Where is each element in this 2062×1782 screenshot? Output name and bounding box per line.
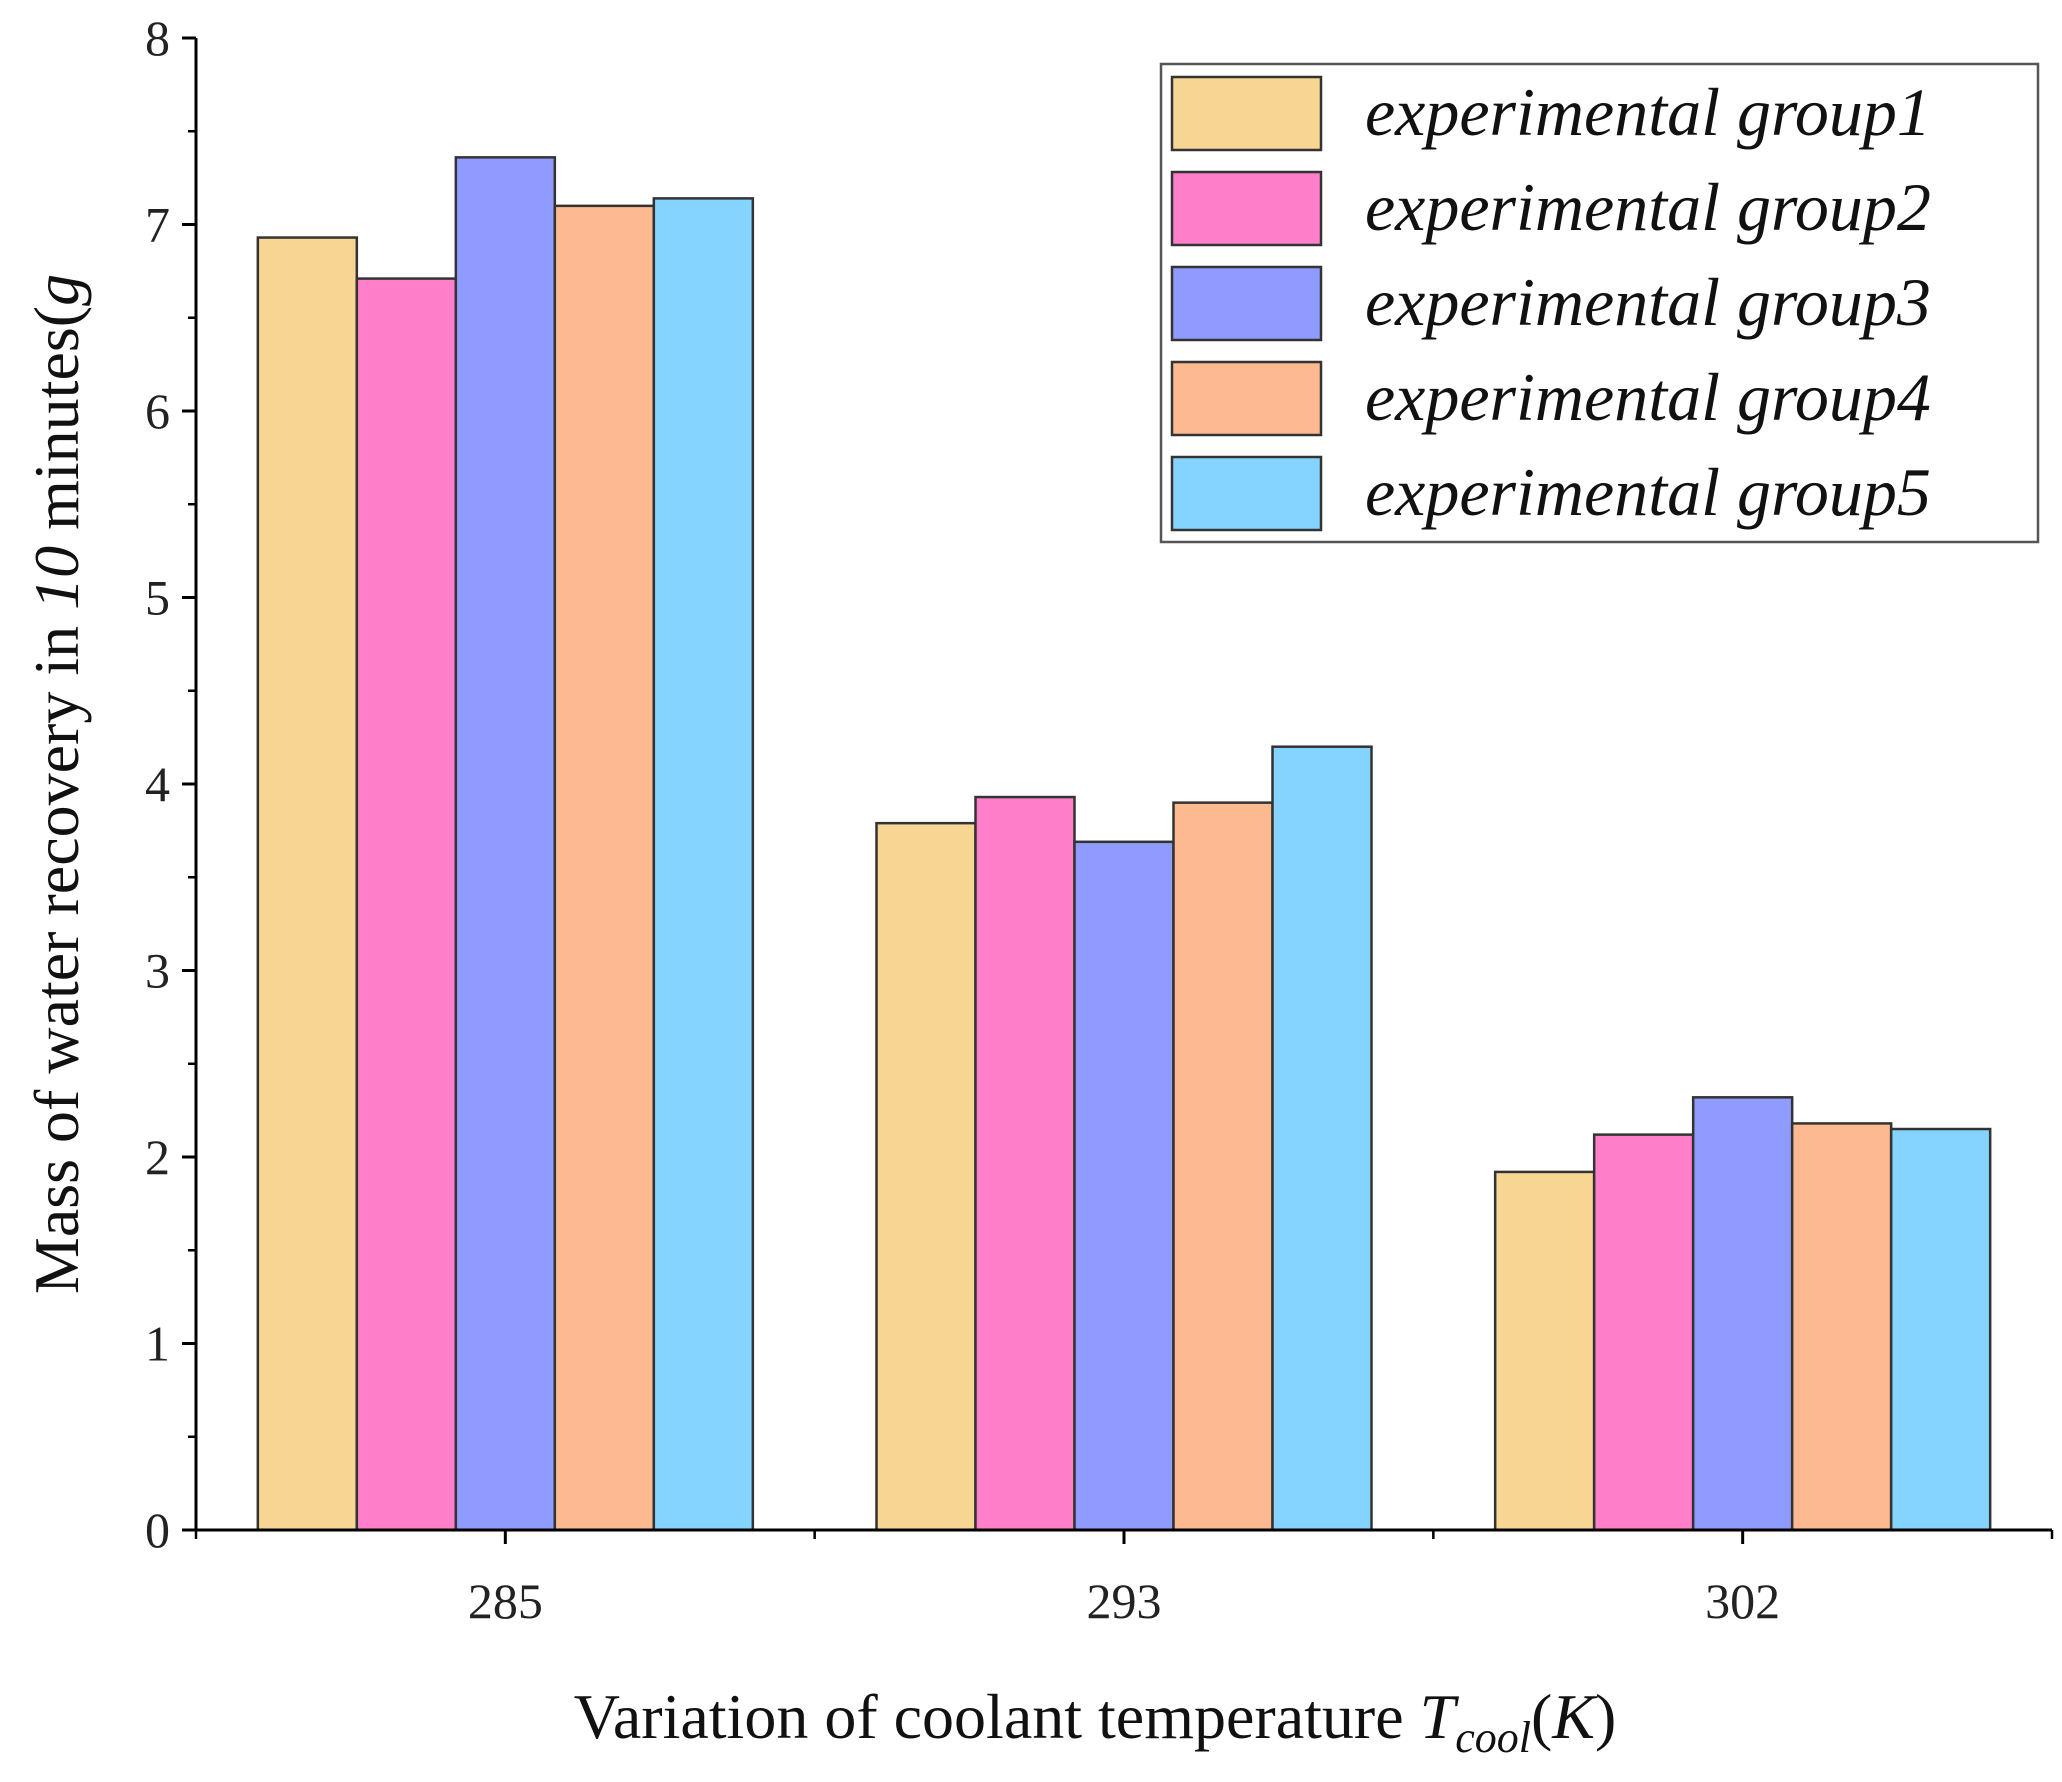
- legend-swatch-group3: [1170, 265, 1323, 342]
- y-tick-label: 6: [145, 383, 170, 439]
- bar-293-group3: [1073, 840, 1175, 1532]
- y-tick-label: 0: [145, 1502, 170, 1558]
- legend-swatch-group2: [1170, 170, 1323, 247]
- x-axis-title: Variation of coolant temperature Tcool(K…: [574, 1681, 1617, 1762]
- y-axis-title: Mass of water recovery in 10 minutes(g: [21, 274, 92, 1294]
- legend-swatch-group5: [1170, 455, 1323, 532]
- bar-285-group5: [652, 197, 755, 1532]
- y-tick-label: 7: [145, 197, 170, 253]
- bar-285-group4: [553, 204, 656, 1532]
- y-tick-label: 1: [145, 1316, 170, 1372]
- legend-label-group1: experimental group1: [1365, 74, 1931, 150]
- bars-layer: [256, 156, 1992, 1532]
- x-tick-label: 302: [1705, 1573, 1780, 1629]
- legend-label-group2: experimental group2: [1365, 169, 1931, 245]
- y-tick-label: 2: [145, 1129, 170, 1185]
- legend-label-group3: experimental group3: [1365, 264, 1931, 340]
- y-ticks: 0 1 2 3 4 5 6 7 8: [145, 10, 196, 1558]
- bar-285-group1: [256, 236, 359, 1532]
- bar-293-group4: [1172, 801, 1274, 1532]
- bar-302-group2: [1592, 1133, 1695, 1532]
- bar-302-group4: [1790, 1122, 1893, 1532]
- bar-293-group1: [875, 821, 977, 1532]
- y-tick-label: 4: [145, 756, 170, 812]
- bar-285-group3: [454, 156, 557, 1532]
- legend-swatch-group4: [1170, 360, 1323, 437]
- bar-302-group3: [1691, 1096, 1794, 1532]
- y-tick-label: 3: [145, 943, 170, 999]
- legend-label-group4: experimental group4: [1365, 359, 1931, 435]
- bar-285-group2: [355, 277, 458, 1532]
- x-tick-label: 293: [1087, 1573, 1162, 1629]
- legend-label-group5: experimental group5: [1365, 454, 1931, 530]
- y-tick-label: 8: [145, 10, 170, 66]
- y-tick-label: 5: [145, 570, 170, 626]
- bar-302-group5: [1889, 1127, 1992, 1532]
- bar-293-group5: [1271, 745, 1373, 1532]
- legend: experimental group1 experimental group2 ex…: [1159, 62, 2040, 544]
- bar-302-group1: [1493, 1170, 1596, 1532]
- x-ticks: 285 293 302: [194, 1530, 2054, 1629]
- bar-293-group2: [974, 795, 1076, 1532]
- x-tick-label: 285: [468, 1573, 543, 1629]
- legend-swatch-group1: [1170, 75, 1323, 152]
